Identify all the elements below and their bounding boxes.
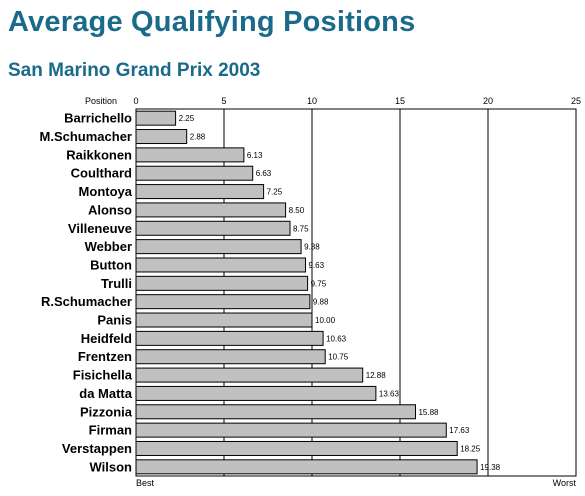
bar bbox=[135, 440, 458, 456]
bar bbox=[135, 165, 254, 181]
bars bbox=[135, 110, 478, 475]
bar bbox=[135, 202, 287, 218]
bar bbox=[135, 110, 177, 126]
value-label: 7.25 bbox=[267, 188, 283, 197]
x-tick-label: 0 bbox=[133, 96, 138, 106]
category-label: Frentzen bbox=[78, 349, 132, 364]
x-tick-label: 20 bbox=[483, 96, 493, 106]
category-label: Coulthard bbox=[71, 166, 132, 181]
category-label: Barrichello bbox=[64, 111, 132, 126]
value-label: 9.75 bbox=[311, 279, 327, 288]
category-label: da Matta bbox=[79, 386, 133, 401]
x-tick-labels: 0 5 10 15 20 25 bbox=[133, 96, 581, 106]
bar bbox=[135, 349, 326, 365]
category-label: Trulli bbox=[101, 276, 132, 291]
bar bbox=[135, 275, 309, 291]
value-label: 2.25 bbox=[179, 114, 195, 123]
category-label: Villeneuve bbox=[68, 221, 132, 236]
chart-subtitle: San Marino Grand Prix 2003 bbox=[8, 60, 261, 81]
category-label: Fisichella bbox=[73, 368, 133, 383]
bar bbox=[135, 257, 306, 273]
value-labels: 2.25 2.88 6.13 6.63 7.25 8.50 8.75 9.38 9.63 9.75… bbox=[179, 114, 501, 472]
x-tick-label: 25 bbox=[571, 96, 581, 106]
category-label: Verstappen bbox=[62, 441, 132, 456]
best-label: Best bbox=[136, 478, 155, 488]
value-label: 8.75 bbox=[293, 224, 309, 233]
value-label: 12.88 bbox=[366, 371, 387, 380]
x-axis-title: Position bbox=[85, 96, 117, 106]
value-label: 17.63 bbox=[449, 426, 470, 435]
value-label: 9.88 bbox=[313, 298, 329, 307]
bar bbox=[135, 459, 478, 475]
value-label: 15.88 bbox=[418, 408, 439, 417]
value-label: 9.38 bbox=[304, 243, 320, 252]
worst-label: Worst bbox=[553, 478, 577, 488]
x-tick-label: 5 bbox=[221, 96, 226, 106]
category-label: Panis bbox=[97, 313, 132, 328]
value-label: 13.63 bbox=[379, 389, 400, 398]
value-label: 18.25 bbox=[460, 444, 481, 453]
category-label: Heidfeld bbox=[81, 331, 132, 346]
bar bbox=[135, 404, 416, 420]
category-label: Webber bbox=[85, 239, 132, 254]
bar bbox=[135, 239, 302, 255]
bar bbox=[135, 294, 311, 310]
value-label: 2.88 bbox=[190, 133, 206, 142]
category-label: Pizzonia bbox=[80, 404, 133, 419]
grid-lines bbox=[223, 109, 489, 476]
category-label: Raikkonen bbox=[66, 147, 132, 162]
value-label: 8.50 bbox=[289, 206, 305, 215]
value-label: 10.63 bbox=[326, 334, 347, 343]
bar bbox=[135, 220, 291, 236]
x-tick-label: 10 bbox=[307, 96, 317, 106]
x-tick-label: 15 bbox=[395, 96, 405, 106]
bar bbox=[135, 385, 377, 401]
bar bbox=[135, 184, 265, 200]
value-label: 6.63 bbox=[256, 169, 272, 178]
value-label: 19.38 bbox=[480, 463, 501, 472]
value-label: 9.63 bbox=[308, 261, 324, 270]
category-label: Button bbox=[90, 257, 132, 272]
bar bbox=[135, 422, 447, 438]
chart-title: Average Qualifying Positions bbox=[8, 6, 416, 38]
bar bbox=[135, 312, 313, 328]
category-label: Firman bbox=[89, 423, 132, 438]
category-label: Alonso bbox=[88, 202, 132, 217]
bar bbox=[135, 147, 245, 163]
bar bbox=[135, 129, 188, 145]
value-label: 6.13 bbox=[247, 151, 263, 160]
value-label: 10.75 bbox=[328, 353, 349, 362]
category-labels: Barrichello M.Schumacher Raikkonen Coulthar… bbox=[40, 111, 133, 475]
category-label: R.Schumacher bbox=[41, 294, 132, 309]
category-label: Wilson bbox=[90, 459, 133, 474]
category-label: M.Schumacher bbox=[40, 129, 132, 144]
bar bbox=[135, 367, 364, 383]
plot-frame bbox=[135, 108, 577, 477]
bar bbox=[135, 330, 324, 346]
category-label: Montoya bbox=[79, 184, 133, 199]
value-label: 10.00 bbox=[315, 316, 336, 325]
